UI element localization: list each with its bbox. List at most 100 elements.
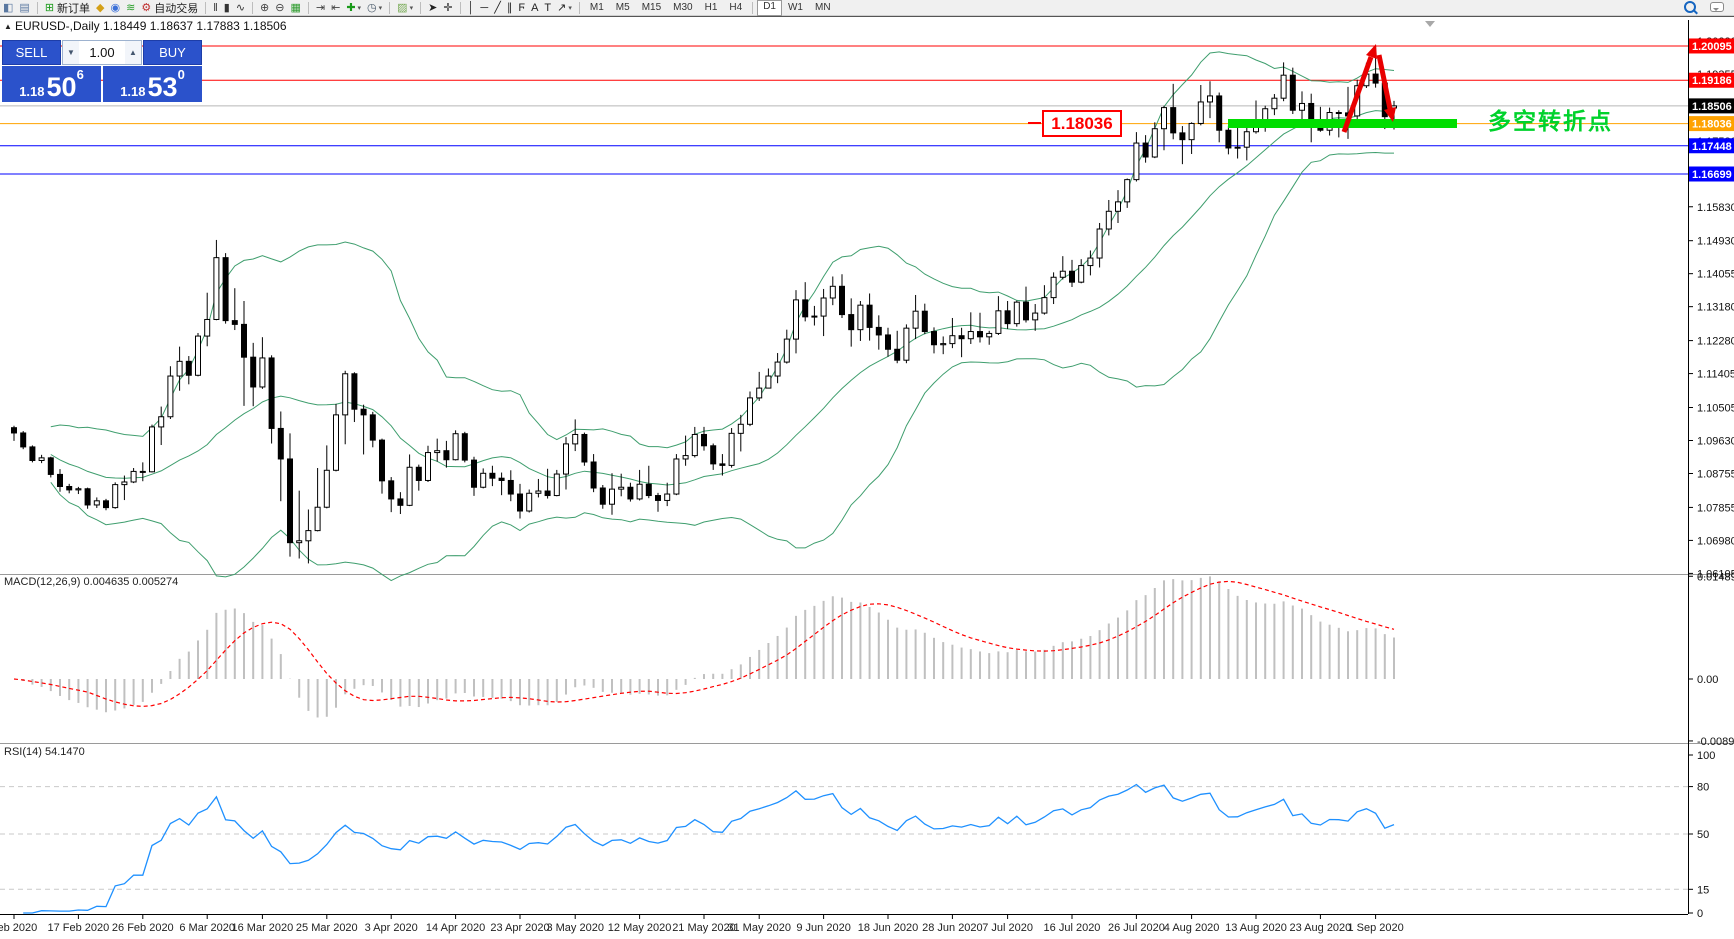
timeframe-w1[interactable]: W1: [787, 1, 803, 13]
svg-text:7 Jul 2020: 7 Jul 2020: [982, 922, 1033, 934]
volume-value[interactable]: 1.00: [89, 45, 115, 60]
ask-prefix: 1.18: [120, 84, 146, 99]
data-window-icon[interactable]: ▤: [16, 1, 32, 15]
svg-text:1.11405: 1.11405: [1697, 369, 1734, 381]
svg-text:1.15830: 1.15830: [1697, 202, 1734, 214]
timeframe-mn[interactable]: MN: [814, 1, 831, 13]
timeframe-m15[interactable]: M15: [641, 1, 662, 13]
autotrading-button: ⚙: [141, 1, 152, 14]
vertical-line-icon[interactable]: │: [465, 1, 478, 15]
svg-text:0.01489: 0.01489: [1697, 571, 1734, 583]
zoom-out-icon[interactable]: ⊖: [272, 1, 287, 15]
horizontal-line-icon[interactable]: ─: [477, 1, 491, 15]
text-label-icon[interactable]: T: [541, 1, 554, 15]
signals-icon[interactable]: ≋: [123, 1, 138, 15]
bar-chart-icon: ‖: [213, 1, 218, 14]
fibonacci-icon[interactable]: Ϝ: [515, 1, 528, 15]
chart-shift-icon[interactable]: ⇤: [328, 1, 343, 15]
trendline-icon[interactable]: ╱: [491, 1, 504, 15]
svg-text:16 Jul 2020: 16 Jul 2020: [1044, 922, 1101, 934]
timeframe-m5[interactable]: M5: [615, 1, 630, 13]
sell-button[interactable]: SELL: [2, 40, 61, 65]
toolbar-separator: [578, 1, 580, 14]
arrows-icon: ↗: [557, 1, 567, 14]
svg-text:1.09630: 1.09630: [1697, 436, 1734, 448]
templates-icon[interactable]: ▨ ▾: [394, 1, 416, 15]
svg-text:16 Mar 2020: 16 Mar 2020: [232, 922, 294, 934]
timeframe-d1[interactable]: D1: [757, 0, 782, 16]
svg-text:1.16699: 1.16699: [1692, 169, 1732, 181]
svg-text:23 Aug 2020: 23 Aug 2020: [1290, 922, 1352, 934]
autotrading-button[interactable]: ⚙ 自动交易: [138, 1, 201, 15]
templates-icon-dropdown[interactable]: ▾: [409, 4, 414, 12]
timeframe-m1[interactable]: M1: [589, 1, 604, 13]
macd-indicator-label: MACD(12,26,9) 0.004635 0.005274: [4, 576, 179, 588]
candlestick-chart-icon[interactable]: ▮: [221, 1, 233, 15]
add-indicator-icon[interactable]: ✚ ▾: [343, 1, 364, 15]
toolbar-separator: [252, 1, 254, 14]
bid-price-display[interactable]: 1.18 50 6: [2, 66, 101, 102]
new-order-button[interactable]: ⊞ 新订单: [42, 1, 93, 15]
line-chart-icon[interactable]: ∿: [233, 1, 248, 15]
svg-text:1.17448: 1.17448: [1692, 141, 1732, 153]
svg-text:100: 100: [1697, 750, 1715, 762]
arrows-icon[interactable]: ↗ ▾: [554, 1, 575, 15]
timeframe-m30[interactable]: M30: [673, 1, 693, 13]
bar-chart-icon[interactable]: ‖: [210, 1, 221, 15]
svg-text:1.12280: 1.12280: [1697, 336, 1734, 348]
svg-text:1.18506: 1.18506: [1692, 101, 1732, 113]
window-icon[interactable]: ◧: [0, 1, 16, 15]
svg-text:28 Jun 2020: 28 Jun 2020: [922, 922, 983, 934]
svg-text:1.10505: 1.10505: [1697, 403, 1734, 415]
add-indicator-icon-dropdown[interactable]: ▾: [357, 4, 362, 12]
period-selector-icon[interactable]: ◷ ▾: [364, 1, 385, 15]
svg-text:-0.008977: -0.008977: [1697, 736, 1734, 748]
search-icon[interactable]: [1684, 1, 1696, 13]
svg-text:1 Sep 2020: 1 Sep 2020: [1347, 922, 1403, 934]
volume-increase-button[interactable]: ▲: [125, 41, 141, 64]
zoom-in-icon[interactable]: ⊕: [257, 1, 272, 15]
svg-text:31 May 2020: 31 May 2020: [727, 922, 791, 934]
ask-pipette: 0: [177, 67, 185, 82]
history-center-icon: ◆: [96, 1, 105, 14]
timeframe-h1[interactable]: H1: [704, 1, 718, 13]
svg-text:3 May 2020: 3 May 2020: [546, 922, 603, 934]
svg-text:21 May 2020: 21 May 2020: [672, 922, 736, 934]
svg-text:26 Jul 2020: 26 Jul 2020: [1108, 922, 1165, 934]
cursor-icon: ➤: [428, 1, 438, 14]
period-selector-icon-dropdown[interactable]: ▾: [378, 4, 383, 12]
volume-decrease-button[interactable]: ▼: [63, 41, 79, 64]
chart-shift-icon: ⇤: [331, 1, 341, 14]
timeframe-h4[interactable]: H4: [729, 1, 743, 13]
ask-price-display[interactable]: 1.18 53 0: [103, 66, 202, 102]
chart-forward-icon[interactable]: ⇥: [313, 1, 328, 15]
tile-windows-icon[interactable]: ▦: [287, 1, 303, 15]
vertical-line-icon: │: [467, 1, 475, 14]
svg-text:80: 80: [1697, 782, 1709, 794]
turning-point-annotation: 多空转折点: [1488, 108, 1613, 134]
svg-text:0: 0: [1697, 908, 1703, 920]
svg-text:9 Jun 2020: 9 Jun 2020: [796, 922, 850, 934]
equidistant-channel-icon[interactable]: ∥: [504, 1, 516, 15]
chat-icon[interactable]: [1710, 2, 1724, 12]
new-order-button-label: 新订单: [57, 2, 91, 15]
svg-text:1.06980: 1.06980: [1697, 535, 1734, 547]
templates-icon: ▨: [397, 1, 408, 14]
add-indicator-icon: ✚: [346, 1, 356, 14]
chart-forward-icon: ⇥: [315, 1, 326, 14]
arrows-icon-dropdown[interactable]: ▾: [568, 4, 572, 12]
crosshair-icon[interactable]: ✛: [440, 1, 455, 15]
trade-panel-collapse-icon[interactable]: ▲: [4, 22, 12, 31]
text-icon[interactable]: A: [528, 1, 541, 15]
cursor-icon[interactable]: ➤: [425, 1, 440, 15]
svg-text:15: 15: [1697, 884, 1709, 896]
window-icon: ◧: [3, 1, 14, 14]
toolbar-separator: [420, 1, 422, 14]
svg-text:18 Jun 2020: 18 Jun 2020: [858, 922, 919, 934]
svg-text:23 Apr 2020: 23 Apr 2020: [490, 922, 549, 934]
history-center-icon[interactable]: ◆: [93, 1, 107, 15]
toolbar-separator: [205, 1, 207, 14]
buy-button[interactable]: BUY: [143, 40, 202, 65]
profile-icon[interactable]: ◉: [108, 1, 124, 15]
